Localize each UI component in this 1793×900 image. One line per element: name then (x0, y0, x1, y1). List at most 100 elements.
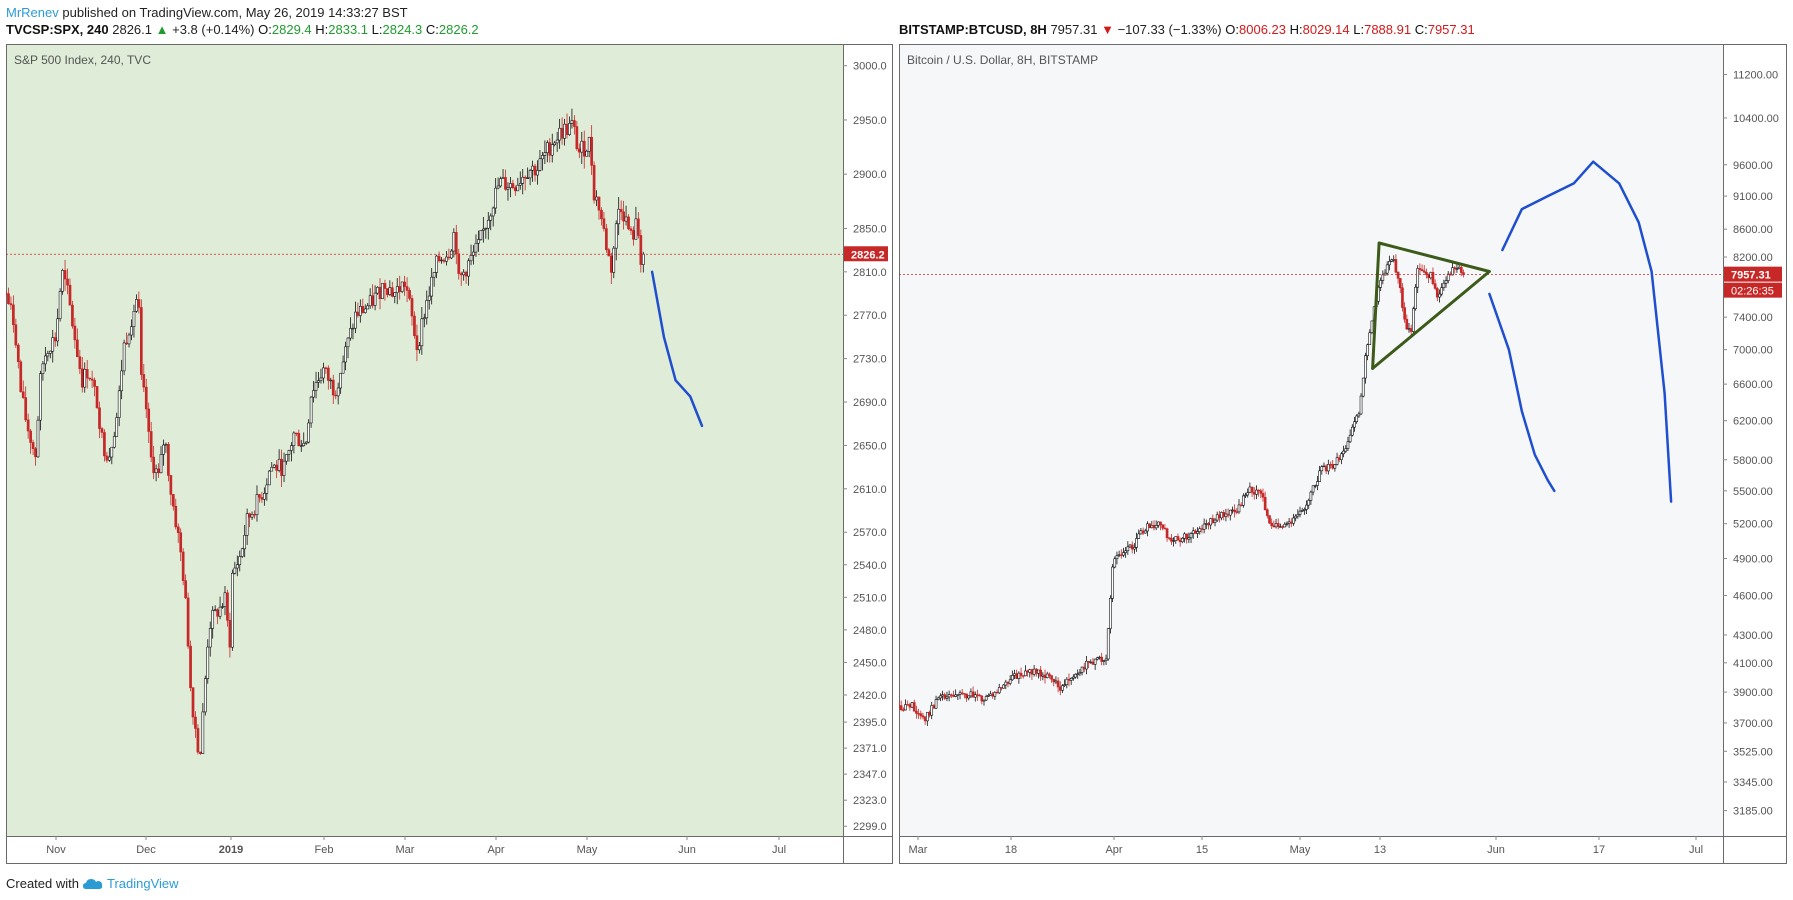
candle-body (467, 260, 470, 277)
candle (103, 429, 106, 462)
candle-body (1344, 448, 1348, 452)
y-tick-label: 2347.0 (853, 769, 887, 781)
candle-body (984, 696, 988, 701)
candle-body (48, 350, 52, 354)
candle-body (132, 310, 136, 327)
candle-body (427, 295, 431, 301)
candle-body (6, 292, 8, 295)
candle-body (590, 136, 593, 166)
author-link[interactable]: MrRenev (6, 5, 59, 20)
candle-body (560, 127, 564, 139)
candle-body (1141, 530, 1145, 534)
candle (63, 259, 67, 291)
candle-body (184, 580, 187, 599)
candle-body (1050, 675, 1053, 680)
candle-body (1324, 465, 1328, 472)
candle-body (31, 442, 35, 450)
candle-body (363, 308, 367, 313)
candle-body (947, 694, 951, 698)
candle (117, 385, 121, 427)
candle-body (334, 394, 338, 397)
btc-high: 8029.14 (1302, 22, 1350, 37)
plot-area (899, 44, 1724, 837)
candle-body (420, 318, 424, 347)
candle-body (196, 728, 200, 753)
candle-body (919, 713, 923, 717)
candle (61, 268, 64, 295)
candle-body (93, 379, 96, 387)
candle (275, 460, 279, 479)
candle-body (1167, 537, 1171, 539)
candle-body (100, 428, 104, 433)
candle-body (969, 691, 973, 697)
candle-body (1187, 537, 1191, 540)
candle (1300, 507, 1304, 512)
candle (509, 177, 512, 198)
candle (1361, 377, 1365, 398)
candle-body (1113, 558, 1117, 568)
btc-symbol[interactable]: BITSTAMP:BTCUSD, 8H (899, 22, 1047, 37)
candle-body (78, 356, 82, 370)
candle-body (1233, 509, 1236, 513)
candle (76, 328, 79, 358)
tradingview-link[interactable]: TradingView (106, 876, 179, 891)
candle-body (506, 187, 510, 190)
candle-body (120, 370, 123, 392)
chart-title: Bitcoin / U.S. Dollar, 8H, BITSTAMP (907, 53, 1098, 67)
spx-symbol[interactable]: TVCSP:SPX, 240 (6, 22, 109, 37)
btc-chart[interactable]: Bitcoin / U.S. Dollar, 8H, BITSTAMP 11200… (899, 44, 1787, 864)
candle (95, 386, 99, 409)
candle (1431, 267, 1435, 286)
candle (243, 525, 247, 558)
candle-body (272, 464, 276, 468)
candle (351, 323, 355, 340)
candle (73, 317, 77, 349)
candle-body (1292, 517, 1295, 524)
candle-body (1355, 415, 1359, 423)
candle-body (41, 363, 45, 374)
y-tick-label: 2610.0 (853, 484, 887, 496)
candle-body (147, 408, 151, 432)
candle (361, 298, 365, 314)
candle (324, 366, 328, 374)
candle-body (186, 597, 190, 647)
candle (1250, 486, 1254, 498)
candle-body (1346, 441, 1350, 449)
candle (1366, 343, 1369, 361)
candle-body (358, 306, 362, 316)
candle (167, 441, 170, 482)
candle (472, 244, 475, 265)
candle (1292, 513, 1295, 526)
spx-chart[interactable]: S&P 500 Index, 240, TVC 3000.0 2950.0 2900.… (6, 44, 893, 864)
candle-body (1257, 489, 1260, 492)
candle-body (550, 144, 554, 156)
candle-body (1307, 500, 1311, 506)
y-tick-label: 11200.00 (1733, 70, 1778, 82)
candle (356, 302, 360, 318)
candle-body (513, 187, 517, 192)
candle (1459, 265, 1463, 277)
candle (354, 301, 357, 334)
candle (1237, 499, 1241, 514)
candle (1115, 551, 1119, 565)
candle (1320, 465, 1324, 475)
candle (1137, 529, 1141, 539)
candle-body (90, 378, 94, 381)
candle-body (1409, 328, 1413, 332)
candle-body (243, 534, 247, 550)
candle-body (1327, 464, 1330, 472)
candle-body (344, 346, 347, 363)
candle (19, 359, 23, 393)
candle (258, 493, 261, 503)
candle (240, 547, 244, 558)
candle-body (1226, 513, 1230, 516)
candle-body (1444, 280, 1448, 284)
candle (1388, 255, 1391, 271)
candle-body (235, 564, 239, 569)
candle (280, 449, 283, 487)
candle-body (447, 256, 451, 259)
candle (496, 177, 500, 190)
candle-body (319, 377, 323, 381)
candle (1065, 677, 1069, 689)
candle-body (314, 382, 318, 391)
